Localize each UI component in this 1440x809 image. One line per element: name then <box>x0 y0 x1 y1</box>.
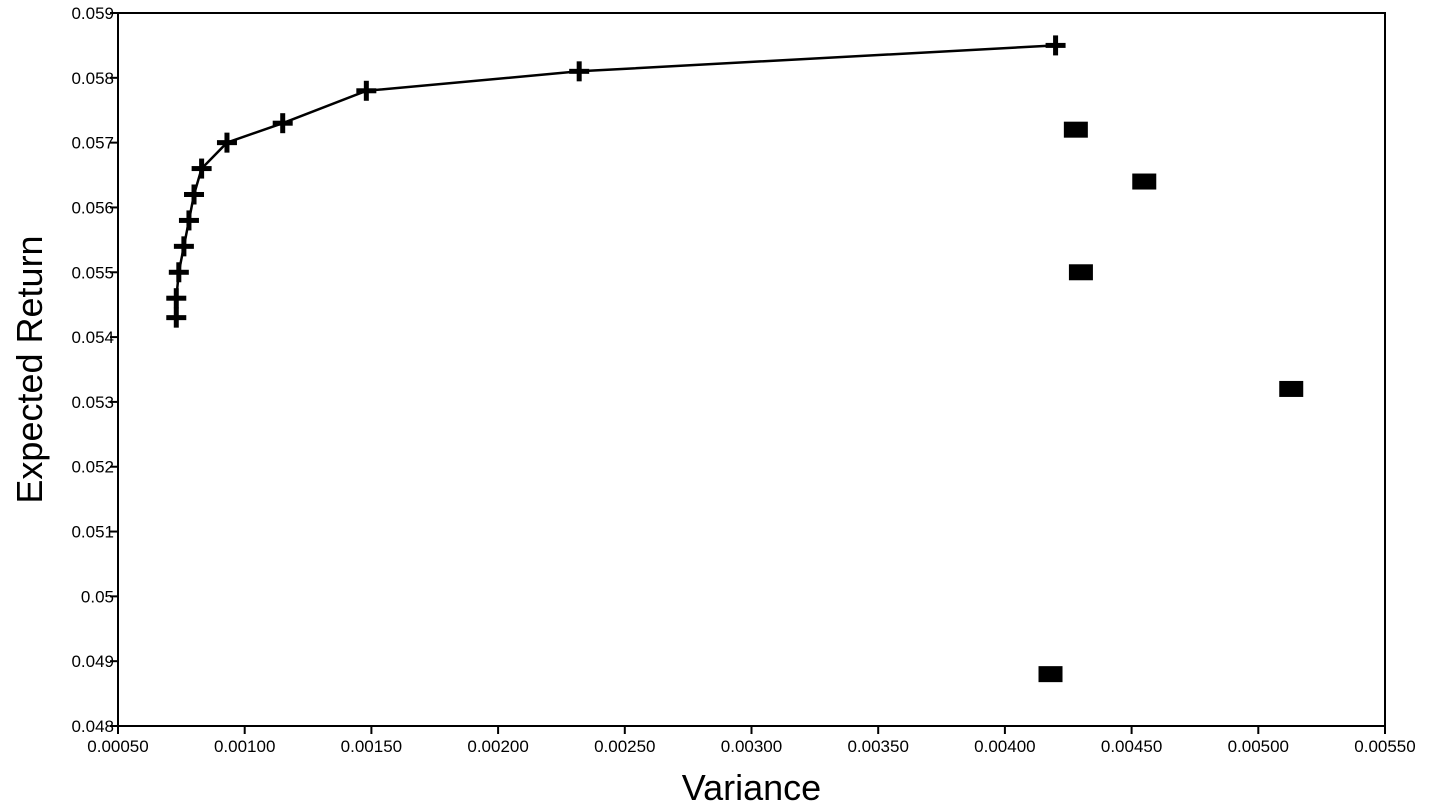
data-point-plus <box>569 61 590 82</box>
data-point-plus <box>178 210 199 231</box>
y-tick-label: 0.058 <box>71 69 114 88</box>
x-tick-label: 0.00200 <box>467 737 528 756</box>
data-point-plus <box>166 307 187 328</box>
y-tick-label: 0.051 <box>71 523 114 542</box>
data-point-plus <box>166 288 187 309</box>
series-line <box>175 44 1056 318</box>
x-tick-label: 0.00150 <box>341 737 402 756</box>
x-tick-label: 0.00050 <box>87 737 148 756</box>
y-tick-label: 0.049 <box>71 652 114 671</box>
x-tick-label: 0.00550 <box>1354 737 1415 756</box>
y-tick-label: 0.059 <box>71 4 114 23</box>
y-tick-label: 0.053 <box>71 393 114 412</box>
x-tick-label: 0.00400 <box>974 737 1035 756</box>
y-tick-label: 0.05 <box>81 587 114 606</box>
y-tick-label: 0.054 <box>71 328 114 347</box>
data-point-plus <box>191 158 212 179</box>
x-tick-label: 0.00250 <box>594 737 655 756</box>
y-tick-label: 0.056 <box>71 198 114 217</box>
y-tick-label: 0.055 <box>71 263 114 282</box>
x-axis: 0.00050 0.00100 0.00150 0.00200 0.00250 0.003… <box>87 726 1416 756</box>
data-point-plus <box>216 132 237 153</box>
series-layer <box>166 35 1304 683</box>
y-tick-label: 0.048 <box>71 717 114 736</box>
x-tick-label: 0.00300 <box>721 737 782 756</box>
x-tick-label: 0.00450 <box>1101 737 1162 756</box>
series-1 <box>1038 121 1304 683</box>
data-point-square <box>1038 666 1063 683</box>
y-tick-label: 0.057 <box>71 134 114 153</box>
series-0 <box>166 35 1066 328</box>
x-tick-label: 0.00100 <box>214 737 275 756</box>
y-tick-label: 0.052 <box>71 458 114 477</box>
x-axis-title: Variance <box>682 767 821 808</box>
data-point-square <box>1279 380 1304 397</box>
data-point-plus <box>184 184 205 205</box>
data-point-square <box>1068 264 1093 281</box>
data-point-plus <box>356 80 377 101</box>
data-point-square <box>1063 121 1088 138</box>
data-point-plus <box>168 262 189 283</box>
data-point-plus <box>272 113 293 134</box>
y-axis: 0.048 0.049 0.05 0.051 0.052 0.053 0.054 0.055 0… <box>71 4 118 736</box>
plot-frame <box>117 12 1386 727</box>
data-point-plus <box>173 236 194 257</box>
x-tick-label: 0.00500 <box>1228 737 1289 756</box>
x-tick-label: 0.00350 <box>847 737 908 756</box>
data-point-plus <box>1045 35 1066 56</box>
data-point-square <box>1132 173 1157 190</box>
y-axis-title: Expected Return <box>9 235 50 503</box>
